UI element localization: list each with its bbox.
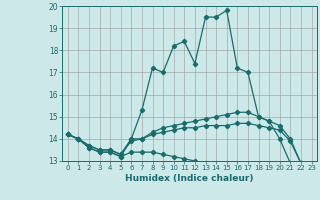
X-axis label: Humidex (Indice chaleur): Humidex (Indice chaleur) xyxy=(125,174,254,183)
